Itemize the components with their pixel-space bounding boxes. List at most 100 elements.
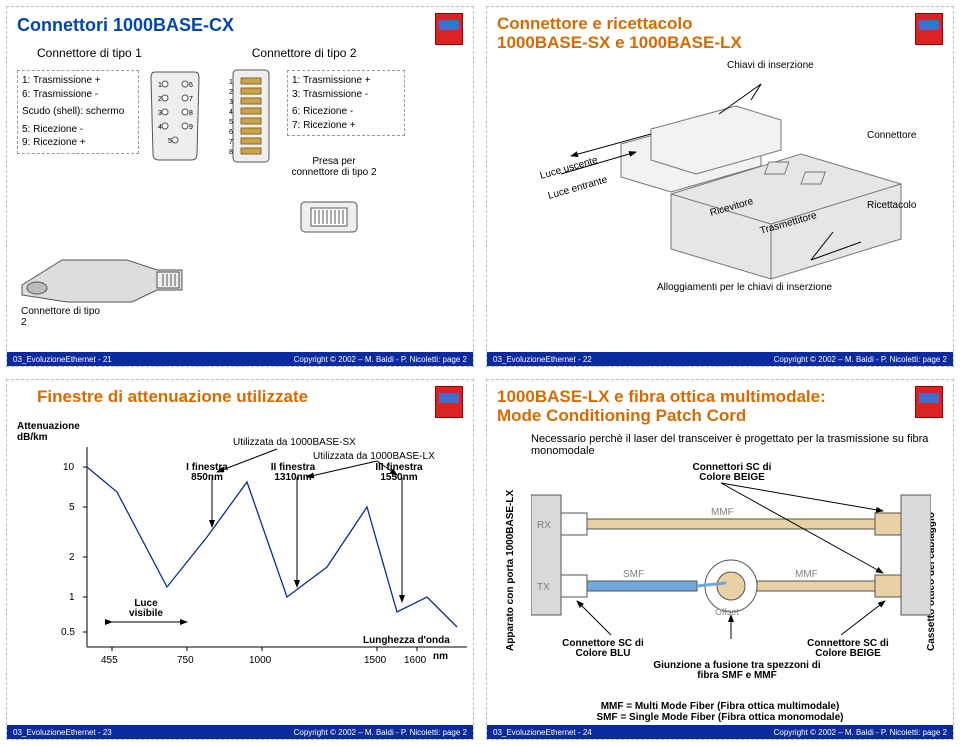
q2-title1: Connettore e ricettacolo	[497, 15, 943, 34]
window2-label: II finestra 1310nm	[263, 463, 323, 483]
pin-r3: 6: Ricezione -	[292, 105, 400, 119]
q1-footer-left: 03_EvoluzioneEthernet - 21	[13, 355, 112, 364]
pin-l3: Scudo (shell): schermo	[22, 105, 134, 119]
q4-footer-right: Copyright © 2002 – M. Baldi - P. Nicolet…	[774, 728, 947, 737]
q3-footer-left: 03_EvoluzioneEthernet - 23	[13, 728, 112, 737]
sc-connector-isometric-icon: Luce uscente Luce entrante Ricevitore Tr…	[501, 74, 941, 304]
presa-socket-icon	[299, 200, 359, 240]
rj-connector-icon: 1 2 3 4 5 6 7 8	[227, 66, 275, 166]
bl-label: Connettore SC di Colore BLU	[553, 639, 653, 659]
svg-text:7: 7	[189, 96, 193, 103]
svg-text:8: 8	[229, 149, 233, 156]
svg-text:750: 750	[177, 655, 194, 666]
q1-sub-left: Connettore di tipo 1	[37, 46, 142, 60]
db9-connector-icon: 1 6 2 7 3 8 4 9 5	[145, 66, 205, 166]
svg-text:7: 7	[229, 139, 233, 146]
svg-text:2: 2	[158, 96, 162, 103]
slide-connettori-cx: Connettori 1000BASE-CX Connettore di tip…	[6, 6, 474, 367]
pin-l4: 5: Ricezione -	[22, 123, 134, 137]
window3-label: III finestra 1550nm	[367, 463, 431, 483]
alloggiamenti-label: Alloggiamenti per le chiavi di inserzion…	[657, 282, 832, 293]
logo-badge	[915, 13, 943, 45]
br-label: Connettore SC di Colore BEIGE	[793, 639, 903, 659]
q2-footer-left: 03_EvoluzioneEthernet - 22	[493, 355, 592, 364]
svg-text:5: 5	[229, 119, 233, 126]
svg-text:6: 6	[189, 82, 193, 89]
top-center-label: Connettori SC di Colore BEIGE	[677, 463, 787, 483]
pin-r2: 3: Trasmissione -	[292, 88, 400, 102]
v-left-label: Apparato con porta 1000BASE-LX	[505, 481, 516, 651]
q1-footer: 03_EvoluzioneEthernet - 21 Copyright © 2…	[7, 352, 473, 366]
svg-text:9: 9	[189, 124, 193, 131]
q3-title: Finestre di attenuazione utilizzate	[37, 388, 463, 407]
q4-footer: 03_EvoluzioneEthernet - 24 Copyright © 2…	[487, 725, 953, 739]
svg-text:MMF: MMF	[795, 569, 818, 580]
conn2-label: Connettore di tipo 2	[21, 306, 101, 328]
pin-r1: 1: Trasmissione +	[292, 74, 400, 88]
svg-text:3: 3	[158, 110, 162, 117]
q3-footer-right: Copyright © 2002 – M. Baldi - P. Nicolet…	[294, 728, 467, 737]
q4-title1: 1000BASE-LX e fibra ottica multimodale:	[497, 388, 943, 407]
svg-text:TX: TX	[537, 582, 550, 593]
q4-footer-left: 03_EvoluzioneEthernet - 24	[493, 728, 592, 737]
svg-text:10: 10	[63, 462, 75, 473]
pins-left-box: 1: Trasmissione + 6: Trasmissione - Scud…	[17, 70, 139, 154]
svg-text:1: 1	[69, 592, 75, 603]
xlabel: Lunghezza d'onda	[363, 635, 450, 646]
q2-footer: 03_EvoluzioneEthernet - 22 Copyright © 2…	[487, 352, 953, 366]
svg-text:1: 1	[229, 79, 233, 86]
pin-r4: 7: Ricezione +	[292, 119, 400, 133]
pin-l1: 1: Trasmissione +	[22, 74, 134, 88]
slide-patch-cord: 1000BASE-LX e fibra ottica multimodale: …	[486, 379, 954, 740]
xunit: nm	[433, 651, 448, 662]
q3-footer: 03_EvoluzioneEthernet - 23 Copyright © 2…	[7, 725, 473, 739]
luce-visibile-label: Luce visibile	[121, 599, 171, 619]
svg-text:MMF: MMF	[711, 507, 734, 518]
svg-text:3: 3	[229, 99, 233, 106]
svg-text:2: 2	[69, 552, 75, 563]
svg-text:0.5: 0.5	[61, 627, 75, 638]
logo-badge	[915, 386, 943, 418]
patch-cord-diagram: RX TX MMF SMF Offset MMF	[531, 475, 931, 645]
logo-badge	[435, 13, 463, 45]
chiavi-label: Chiavi di inserzione	[727, 60, 814, 71]
page: Connettori 1000BASE-CX Connettore di tip…	[0, 0, 960, 746]
svg-text:5: 5	[69, 502, 75, 513]
svg-text:455: 455	[101, 655, 118, 666]
svg-text:1500: 1500	[364, 655, 387, 666]
mmf-def: MMF = Multi Mode Fiber (Fibra ottica mul…	[497, 701, 943, 712]
svg-text:1000: 1000	[249, 655, 272, 666]
svg-text:4: 4	[158, 124, 162, 131]
smf-def: SMF = Single Mode Fiber (Fibra ottica mo…	[497, 712, 943, 723]
connettore-label: Connettore	[867, 130, 916, 141]
q1-title: Connettori 1000BASE-CX	[17, 15, 463, 36]
usx-label: Utilizzata da 1000BASE-SX	[233, 437, 356, 448]
pins-right-box: 1: Trasmissione + 3: Trasmissione - 6: R…	[287, 70, 405, 136]
pin-l5: 9: Ricezione +	[22, 136, 134, 150]
svg-text:8: 8	[189, 110, 193, 117]
svg-text:6: 6	[229, 129, 233, 136]
q2-title2: 1000BASE-SX e 1000BASE-LX	[497, 34, 943, 53]
svg-text:1600: 1600	[404, 655, 427, 666]
q4-para: Necessario perchè il laser del transceiv…	[531, 433, 933, 457]
ulx-label: Utilizzata da 1000BASE-LX	[313, 451, 435, 462]
plug-connector-icon	[17, 230, 187, 310]
svg-text:Offset: Offset	[715, 607, 739, 617]
svg-text:2: 2	[229, 89, 233, 96]
presa-label: Presa per connettore di tipo 2	[289, 156, 379, 178]
pin-l2: 6: Trasmissione -	[22, 88, 134, 102]
luce-entrante-label: Luce entrante	[547, 175, 609, 203]
ricettacolo-label: Ricettacolo	[867, 200, 916, 211]
svg-text:4: 4	[229, 109, 233, 116]
slide-ricettacolo: Connettore e ricettacolo 1000BASE-SX e 1…	[486, 6, 954, 367]
svg-text:1: 1	[158, 82, 162, 89]
svg-text:5: 5	[168, 138, 172, 145]
svg-text:RX: RX	[537, 520, 551, 531]
giunzione-label: Giunzione a fusione tra spezzoni di fibr…	[647, 661, 827, 681]
q1-sub-right: Connettore di tipo 2	[252, 46, 357, 60]
q4-title2: Mode Conditioning Patch Cord	[497, 407, 943, 426]
slide-attenuazione: Finestre di attenuazione utilizzate Atte…	[6, 379, 474, 740]
svg-text:SMF: SMF	[623, 569, 644, 580]
q1-footer-right: Copyright © 2002 – M. Baldi - P. Nicolet…	[294, 355, 467, 364]
window1-label: I finestra 850nm	[177, 463, 237, 483]
